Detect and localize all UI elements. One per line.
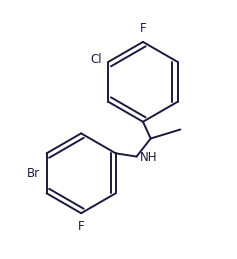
- Text: F: F: [140, 23, 146, 35]
- Text: Br: Br: [27, 167, 40, 180]
- Text: F: F: [78, 220, 84, 233]
- Text: Cl: Cl: [90, 53, 102, 66]
- Text: NH: NH: [140, 151, 157, 164]
